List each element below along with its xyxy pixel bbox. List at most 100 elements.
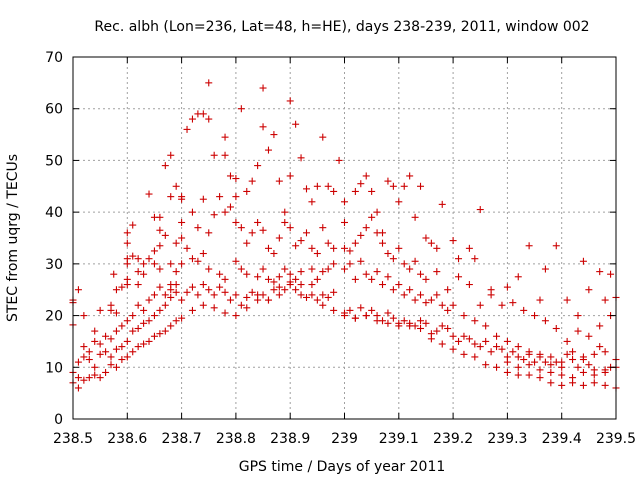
data-point <box>134 343 142 351</box>
data-point <box>324 182 332 190</box>
data-point <box>346 247 354 255</box>
data-point <box>596 343 604 351</box>
data-point <box>465 244 473 252</box>
data-point <box>460 350 468 358</box>
data-point <box>172 182 180 190</box>
data-point <box>297 291 305 299</box>
data-point <box>574 312 582 320</box>
data-point <box>302 185 310 193</box>
data-point <box>140 270 148 278</box>
data-point <box>156 283 164 291</box>
data-point <box>308 281 316 289</box>
data-point <box>590 350 598 358</box>
data-point <box>351 275 359 283</box>
data-point <box>471 340 479 348</box>
data-point <box>118 322 126 330</box>
data-point <box>574 327 582 335</box>
data-point <box>194 291 202 299</box>
data-point <box>373 268 381 276</box>
data-point <box>455 255 463 263</box>
data-point <box>156 265 164 273</box>
data-point <box>254 291 262 299</box>
data-point <box>400 317 408 325</box>
data-point <box>199 250 207 258</box>
data-point <box>161 291 169 299</box>
data-point <box>188 255 196 263</box>
data-point <box>199 301 207 309</box>
data-point <box>259 226 267 234</box>
data-point <box>514 353 522 361</box>
data-point <box>216 193 224 201</box>
data-point <box>373 208 381 216</box>
data-point <box>471 317 479 325</box>
data-point <box>563 296 571 304</box>
x-tick-label: 239.3 <box>487 431 527 447</box>
data-point <box>264 275 272 283</box>
data-point <box>140 260 148 268</box>
data-point <box>341 244 348 252</box>
data-point <box>444 286 452 294</box>
data-point <box>579 368 587 376</box>
data-point <box>531 312 539 320</box>
data-point <box>96 350 104 358</box>
data-point <box>292 242 300 250</box>
data-point <box>221 288 229 296</box>
data-point <box>237 105 245 113</box>
data-point <box>400 260 408 268</box>
data-point <box>433 327 441 335</box>
data-point <box>85 374 93 382</box>
data-point <box>96 340 104 348</box>
x-axis-label: GPS time / Days of year 2011 <box>239 459 446 475</box>
data-point <box>156 330 164 338</box>
data-point <box>357 180 365 188</box>
data-point <box>379 281 387 289</box>
data-point <box>422 299 430 307</box>
data-point <box>96 374 104 382</box>
data-point <box>91 363 99 371</box>
data-point <box>172 317 180 325</box>
data-point <box>406 286 414 294</box>
data-point <box>281 265 289 273</box>
data-point <box>161 301 169 309</box>
data-point <box>357 257 365 265</box>
data-point <box>417 317 425 325</box>
data-point <box>384 319 392 327</box>
data-point <box>167 193 175 201</box>
data-point <box>102 332 110 340</box>
data-point <box>178 314 186 322</box>
data-point <box>341 198 348 206</box>
x-tick-label: 239.2 <box>433 431 473 447</box>
data-point <box>123 275 131 283</box>
axis-ticks <box>72 56 617 420</box>
data-point <box>74 374 82 382</box>
data-point <box>547 379 555 387</box>
data-point <box>91 371 99 379</box>
x-tick-label: 238.9 <box>270 431 310 447</box>
data-point <box>558 363 566 371</box>
data-point <box>80 376 88 384</box>
data-point <box>297 154 305 162</box>
data-point <box>275 291 283 299</box>
data-point <box>112 286 120 294</box>
data-point <box>80 353 88 361</box>
chart-title: Rec. albh (Lon=236, Lat=48, h=HE), days … <box>94 19 589 35</box>
data-point <box>129 221 137 229</box>
data-point <box>112 309 120 317</box>
data-point <box>476 301 484 309</box>
data-point <box>373 229 381 237</box>
data-point <box>161 231 169 239</box>
data-point <box>275 177 283 185</box>
data-point <box>205 229 213 237</box>
data-point <box>226 296 234 304</box>
data-point <box>167 286 175 294</box>
data-point <box>172 268 180 276</box>
data-point <box>449 237 457 245</box>
data-point <box>308 265 316 273</box>
data-point <box>541 358 549 366</box>
data-point <box>259 265 267 273</box>
data-point <box>313 296 321 304</box>
data-point <box>156 306 164 314</box>
data-point <box>433 268 441 276</box>
data-point <box>536 296 544 304</box>
data-point <box>292 275 300 283</box>
